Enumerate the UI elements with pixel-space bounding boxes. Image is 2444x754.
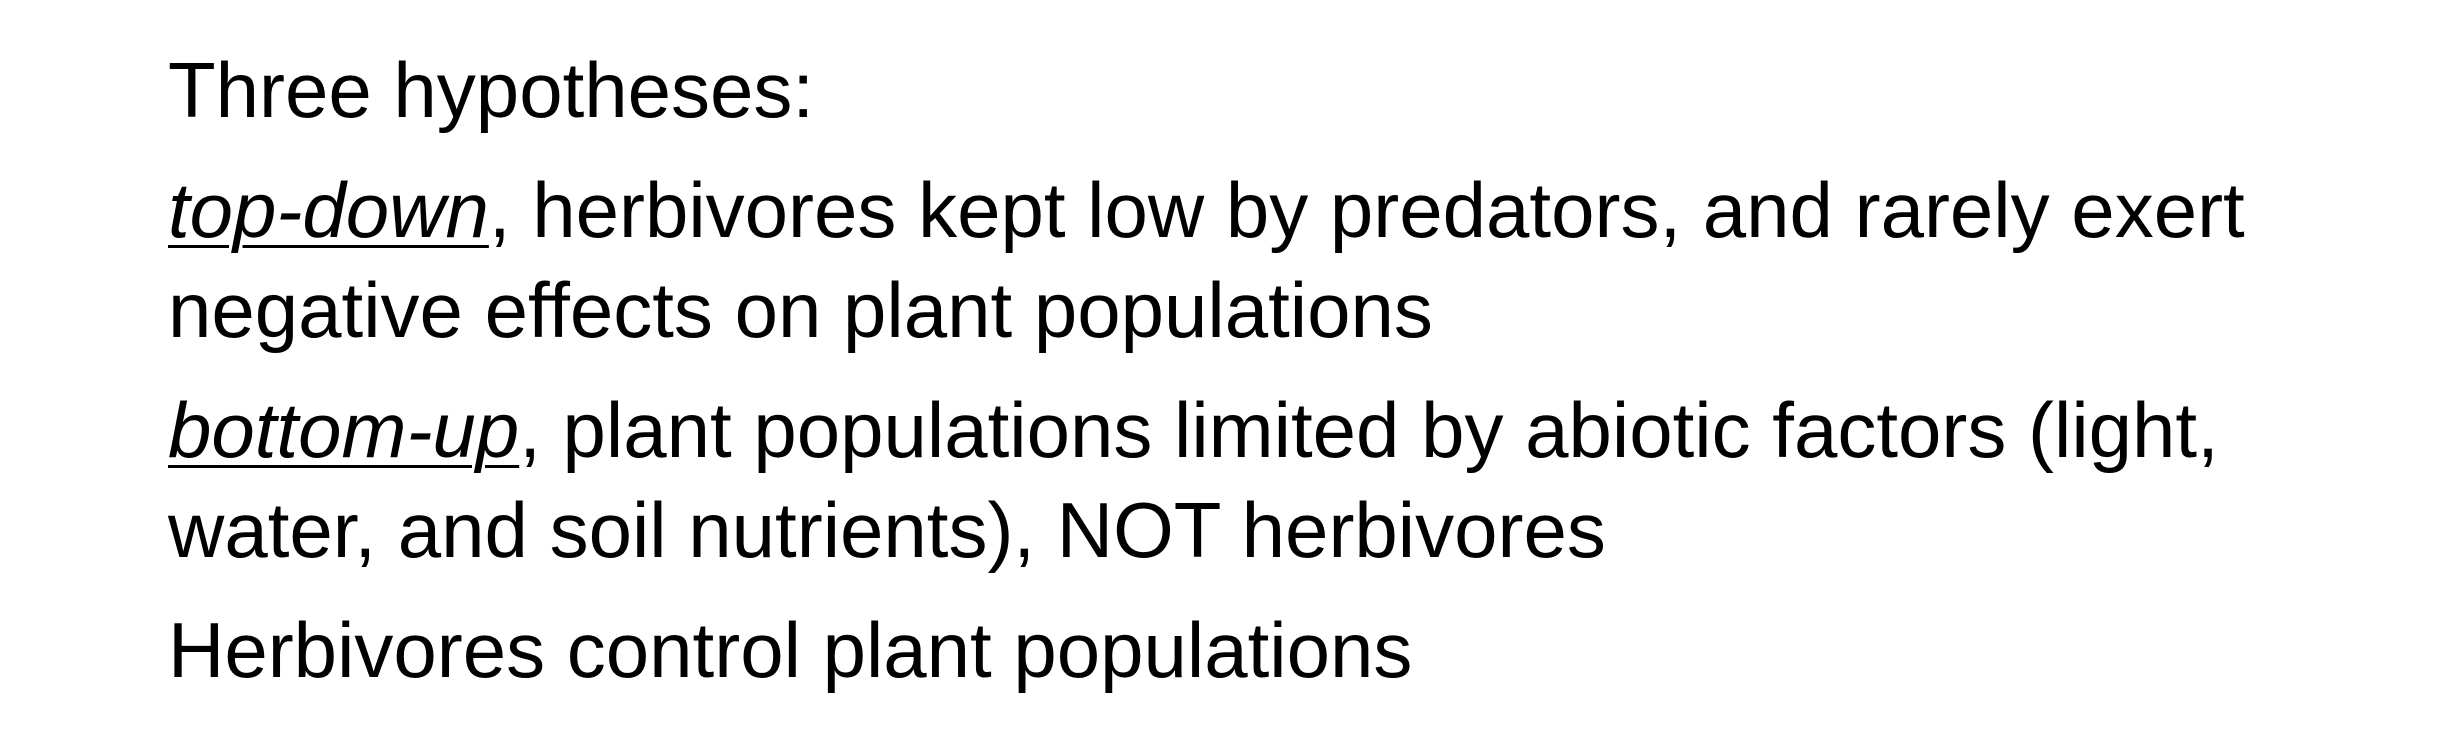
top-down-term: top-down <box>168 166 489 254</box>
bottom-up-paragraph: bottom-up, plant populations limited by … <box>168 380 2408 580</box>
third-hypothesis: Herbivores control plant populations <box>168 606 1413 694</box>
slide-content: Three hypotheses: top-down, herbivores k… <box>168 40 2408 720</box>
bottom-up-term: bottom-up <box>168 386 520 474</box>
top-down-line-1: top-down, herbivores kept low by predato… <box>168 160 2408 260</box>
heading-paragraph: Three hypotheses: <box>168 40 2408 140</box>
top-down-line-2: negative effects on plant populations <box>168 266 1433 354</box>
third-hypothesis-paragraph: Herbivores control plant populations <box>168 600 2408 700</box>
heading: Three hypotheses: <box>168 46 815 134</box>
top-down-line-1-text: , herbivores kept low by predators, and … <box>488 166 2245 254</box>
bottom-up-line-1: bottom-up, plant populations limited by … <box>168 380 2408 480</box>
bottom-up-line-1-text: , plant populations limited by abiotic f… <box>519 386 2219 474</box>
top-down-paragraph: top-down, herbivores kept low by predato… <box>168 160 2408 360</box>
bottom-up-line-2: water, and soil nutrients), NOT herbivor… <box>168 486 1606 574</box>
